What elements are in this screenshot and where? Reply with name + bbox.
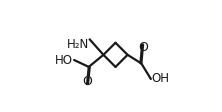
- Text: O: O: [138, 41, 148, 54]
- Text: H₂N: H₂N: [67, 38, 89, 51]
- Text: OH: OH: [152, 72, 170, 85]
- Text: O: O: [82, 75, 92, 88]
- Text: HO: HO: [55, 54, 73, 67]
